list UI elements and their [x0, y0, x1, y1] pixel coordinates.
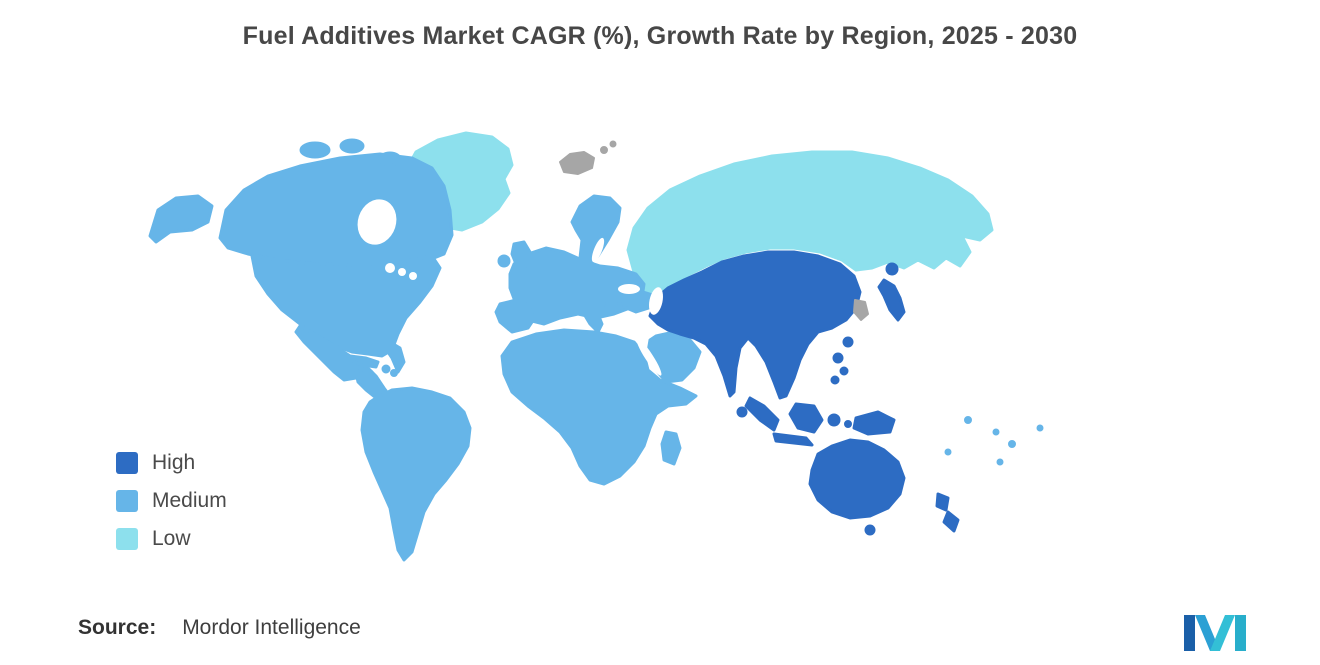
region-moluccas	[844, 420, 852, 428]
legend-swatch-color	[116, 528, 138, 550]
region-borneo	[788, 402, 824, 434]
region-africa	[500, 328, 698, 486]
region-philippines-3	[830, 375, 840, 385]
region-italy	[582, 302, 604, 334]
region-new-zealand-south	[942, 510, 960, 533]
region-madagascar	[660, 430, 682, 466]
region-arctic-island-1	[299, 141, 331, 159]
region-pacific-island-2	[992, 428, 1000, 436]
region-philippines-1	[832, 352, 844, 364]
region-iceland	[559, 151, 595, 175]
region-arabia	[646, 330, 702, 384]
region-uk	[510, 240, 532, 268]
nodata-regions-smooth	[559, 140, 869, 321]
region-sulawesi	[827, 413, 841, 427]
logo-right-leg	[1235, 615, 1246, 651]
region-pacific-island-1	[964, 416, 972, 424]
region-japan	[877, 278, 906, 322]
region-ireland	[497, 254, 511, 268]
region-cuba	[348, 354, 380, 369]
water-overlays	[357, 199, 663, 376]
black-sea	[618, 284, 640, 294]
medium-regions-smooth	[148, 138, 1044, 562]
great-lake-2	[398, 268, 406, 276]
region-sri-lanka	[736, 406, 748, 418]
red-sea	[636, 338, 662, 376]
region-russia-cis	[626, 150, 994, 302]
region-scandinavia	[570, 194, 622, 268]
region-arctic-island-2	[339, 138, 365, 154]
legend-label-high: High	[152, 451, 196, 474]
source-line: Source: Mordor Intelligence	[78, 616, 361, 640]
legend: High Medium Low	[116, 452, 227, 550]
source-text: Mordor Intelligence	[182, 616, 361, 639]
region-pacific-island-6	[996, 458, 1004, 466]
legend-swatch-color	[116, 452, 138, 474]
region-new-zealand-north	[935, 492, 950, 512]
medium-regions	[148, 138, 1044, 562]
region-hokkaido	[885, 262, 899, 276]
legend-item-medium: Medium	[116, 490, 227, 512]
caspian-sea	[649, 287, 663, 315]
region-pacific-island-4	[944, 448, 952, 456]
region-svalbard-2	[609, 140, 617, 148]
legend-swatch-low	[116, 528, 138, 550]
logo-left-leg	[1184, 615, 1195, 651]
logo-diagonal-up	[1210, 615, 1235, 651]
hudson-bay	[357, 199, 397, 245]
region-greece	[604, 296, 622, 316]
legend-label-medium: Medium	[152, 489, 227, 512]
great-lake-3	[409, 272, 417, 280]
legend-item-high: High	[116, 452, 227, 474]
region-australia	[808, 438, 906, 520]
region-iberia	[494, 298, 538, 334]
high-regions	[648, 250, 960, 536]
region-pacific-island-3	[1008, 440, 1016, 448]
region-philippines-2	[839, 366, 849, 376]
region-sumatra	[744, 396, 780, 432]
nodata-regions	[559, 140, 869, 321]
region-java	[772, 432, 814, 447]
region-taiwan	[842, 336, 854, 348]
region-florida	[382, 340, 406, 374]
legend-swatch-medium	[116, 490, 138, 512]
legend-label-low: Low	[152, 527, 191, 550]
region-asia-main	[648, 250, 862, 400]
legend-swatch-high	[116, 452, 138, 474]
great-lake-1	[385, 263, 395, 273]
region-korea	[853, 299, 869, 321]
region-usa	[250, 254, 442, 358]
region-south-america	[360, 386, 472, 562]
legend-swatch-color	[116, 490, 138, 512]
region-svalbard-1	[600, 146, 608, 154]
source-prefix: Source:	[78, 616, 157, 639]
region-tasmania	[864, 524, 876, 536]
high-regions-smooth	[648, 250, 960, 536]
mordor-intelligence-logo	[1184, 615, 1246, 651]
region-alaska	[148, 194, 214, 244]
region-arctic-island-3	[378, 151, 402, 167]
region-caribbean-island	[390, 369, 398, 377]
region-pacific-island-5	[1036, 424, 1044, 432]
region-hispaniola	[381, 364, 391, 374]
chart-title: Fuel Additives Market CAGR (%), Growth R…	[242, 22, 1078, 50]
legend-item-low: Low	[116, 528, 227, 550]
region-new-guinea	[852, 410, 896, 436]
baltic-sea	[591, 237, 605, 263]
region-canada	[218, 152, 454, 268]
